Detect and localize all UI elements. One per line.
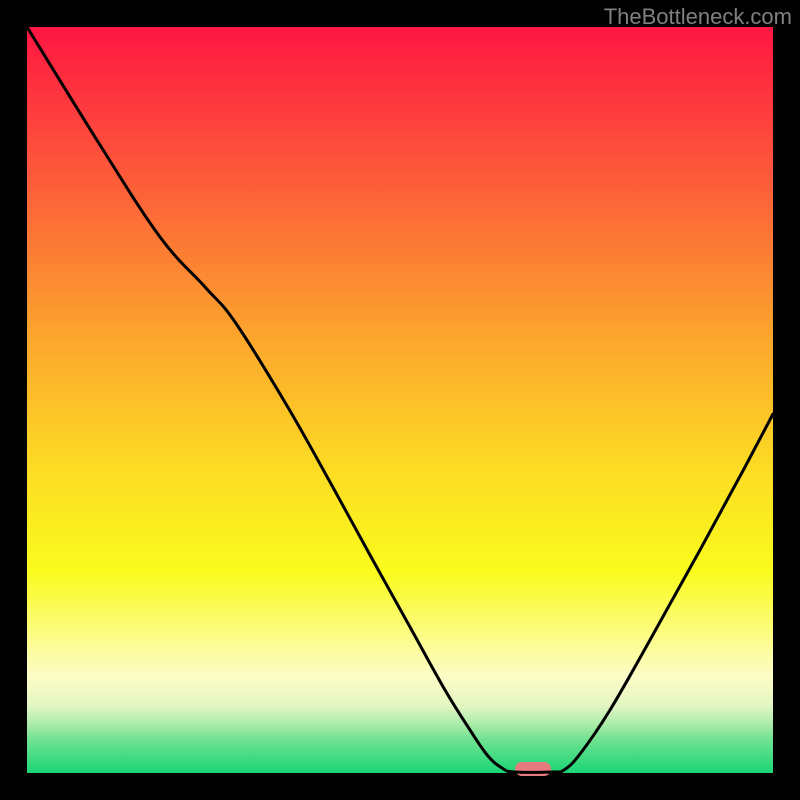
bottleneck-curve-svg bbox=[0, 0, 800, 800]
bottleneck-curve bbox=[27, 27, 773, 772]
watermark-text: TheBottleneck.com bbox=[604, 4, 792, 30]
chart-container: TheBottleneck.com bbox=[0, 0, 800, 800]
